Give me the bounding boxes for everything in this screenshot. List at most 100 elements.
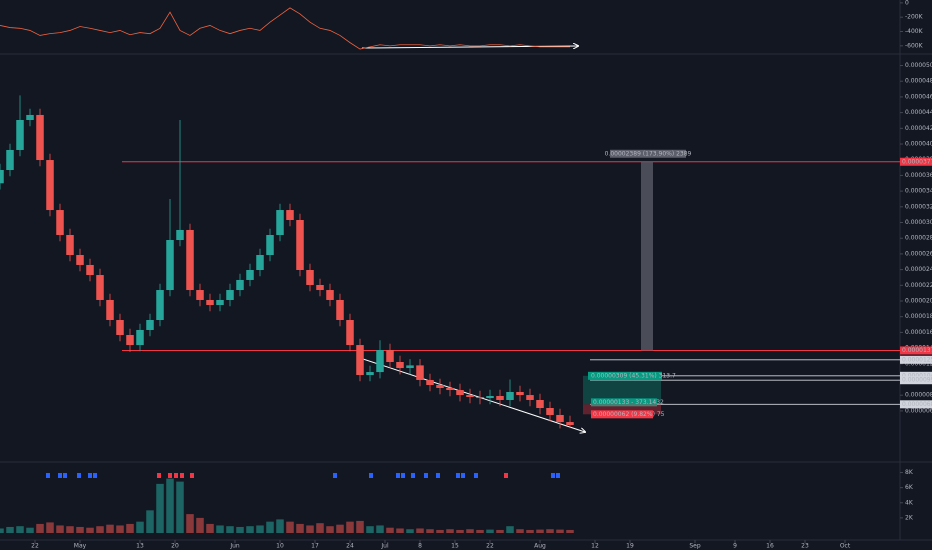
price-tag-label: 0.00000684 [902,401,932,408]
indicator-tick-label: -600K [905,42,924,49]
candle-body [476,397,484,399]
price-tag-label: 0.00003774 [902,158,932,165]
signal-marker [63,473,67,478]
y-tick-label: 0.00003000 [905,219,932,226]
x-tick-label: 16 [766,543,774,550]
x-tick-label: Aug [534,543,546,550]
candle-body [296,219,304,271]
volume-bar [26,527,34,533]
candle-body [6,149,14,170]
candle-body [406,365,414,369]
candle-body [356,345,364,376]
signal-marker [369,473,373,478]
candle-body [376,349,384,373]
x-tick-label: 17 [311,543,319,550]
candle-body [66,234,74,256]
y-tick-label: 0.00002400 [905,266,932,273]
volume-bar [0,528,4,533]
volume-bar [426,529,434,533]
x-tick-label: Jul [380,543,389,550]
y-tick-label: 0.00004400 [905,109,932,116]
volume-bar [196,517,204,533]
y-tick-label: 0.00004200 [905,125,932,132]
signal-marker [556,473,560,478]
candle-body [56,210,64,235]
price-tag [900,157,932,166]
candle-body [146,320,154,330]
volume-bar [436,529,444,533]
x-tick-label: 10 [276,543,284,550]
y-tick-label: 0.00002200 [905,282,932,289]
volume-tick-label: 2K [905,514,914,521]
candle-body [426,379,434,385]
volume-bar [106,524,114,533]
x-tick-label: 22 [31,543,39,550]
volume-bar [116,525,124,533]
price-tag-label: 0.00001251 [902,356,932,363]
volume-bar [446,529,454,533]
volume-bar [16,526,24,533]
candle-body [446,387,454,391]
price-tag [900,371,932,380]
candle-body [96,275,104,300]
y-tick-label: 0.00002000 [905,298,932,305]
candle-body [216,299,224,306]
x-tick-label: 15 [451,543,459,550]
volume-bar [206,523,214,533]
volume-bar [186,514,194,533]
signal-marker [157,473,161,478]
y-tick-label: 0.00000600 [905,407,932,414]
volume-bar [276,519,284,533]
signal-marker [461,473,465,478]
x-tick-label: Sep [689,543,701,550]
x-tick-label: 19 [626,543,634,550]
measure-bar [641,161,653,351]
signal-marker [474,473,478,478]
candle-body [16,119,24,150]
volume-bar [506,526,514,533]
signal-marker [93,473,97,478]
candle-body [116,320,124,335]
y-tick-label: 0.00001200 [905,360,932,367]
candle-body [0,169,4,184]
signal-marker [436,473,440,478]
volume-bar [496,529,504,533]
stop-zone [583,404,661,415]
price-tag [900,346,932,355]
x-tick-label: 12 [591,543,599,550]
candle-body [256,255,264,271]
y-tick-label: 0.00002600 [905,250,932,257]
y-tick-label: 0.00004800 [905,78,932,85]
volume-bar [376,525,384,533]
y-tick-label: 0.00004600 [905,93,932,100]
volume-tick-label: 4K [905,499,914,506]
candle-body [246,270,254,280]
volume-tick-label: 8K [905,469,914,476]
volume-bar [356,520,364,533]
volume-bar [76,526,84,533]
y-tick-label: 0.00003600 [905,172,932,179]
volume-bar [466,529,474,533]
candle-body [226,290,234,300]
candle-body [396,361,404,369]
trend-line [359,357,585,432]
volume-bar [36,523,44,533]
y-tick-label: 0.00003400 [905,188,932,195]
entry-label-box [591,398,657,407]
stop-label: 0.00000062 (9.82%) 75 [593,411,665,418]
x-tick-label: May [74,543,87,550]
signal-marker [46,473,50,478]
volume-bar [226,526,234,533]
signal-marker [551,473,555,478]
measure-label: 0.00002389 (173.90%) 2389 [605,150,692,157]
candle-body [186,229,194,291]
volume-bar [146,510,154,533]
x-tick-label: 22 [486,543,494,550]
indicator-tick-label: 0 [905,0,909,6]
volume-bar [236,526,244,533]
volume-bar [556,529,564,533]
measure-label-box [610,149,686,158]
volume-bar [326,526,334,533]
